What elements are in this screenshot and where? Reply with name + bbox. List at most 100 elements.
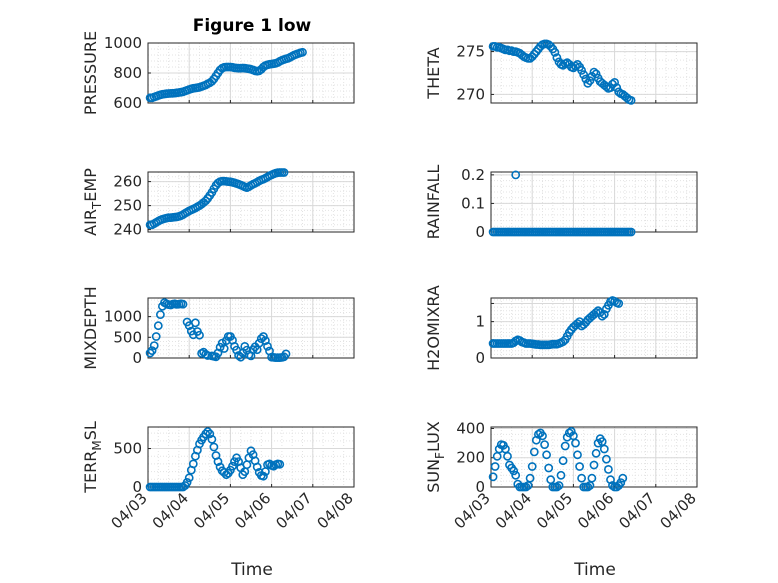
axes-frame xyxy=(147,426,355,488)
data-point xyxy=(509,466,519,476)
y-axis-label: RAINFALL xyxy=(424,165,443,240)
data-point xyxy=(490,462,500,471)
data-point xyxy=(527,462,537,471)
data-point xyxy=(184,473,194,483)
y-tick-label: 0 xyxy=(132,349,142,367)
data-point xyxy=(591,448,601,458)
data-point xyxy=(554,481,564,490)
data-point xyxy=(511,470,521,480)
data-point xyxy=(610,78,619,87)
data-point xyxy=(182,477,192,487)
data-point xyxy=(153,321,163,331)
data-point xyxy=(281,349,291,359)
data-point xyxy=(258,332,268,341)
data-point xyxy=(560,441,570,451)
data-point xyxy=(566,426,576,436)
data-point xyxy=(263,341,272,351)
data-point xyxy=(511,170,521,180)
data-point xyxy=(579,70,589,80)
data-point xyxy=(155,310,165,319)
y-tick-label: 1000 xyxy=(104,34,142,52)
subplot-theta: 270 275 THETA xyxy=(424,39,698,105)
data-point xyxy=(145,348,155,358)
axes-frame xyxy=(490,42,698,104)
data-point xyxy=(205,429,215,439)
y-tick-label: 1 xyxy=(475,313,485,331)
x-tick-label: 04/06 xyxy=(574,489,617,532)
data-point xyxy=(529,447,539,457)
y-tick-label: 0 xyxy=(475,223,485,241)
data-point xyxy=(190,318,200,328)
data-point xyxy=(597,311,607,321)
data-point xyxy=(589,67,599,77)
data-point xyxy=(151,332,161,341)
data-point xyxy=(228,461,237,471)
data-point xyxy=(614,299,624,308)
data-point xyxy=(503,451,512,461)
y-tick-label: 260 xyxy=(113,173,142,191)
data-point xyxy=(544,463,554,473)
x-tick-label: 04/05 xyxy=(533,489,576,532)
data-point xyxy=(201,196,211,206)
data-point xyxy=(147,346,157,355)
y-tick-label: 0 xyxy=(475,478,485,496)
data-point xyxy=(236,352,246,362)
data-point xyxy=(616,478,626,487)
data-point xyxy=(275,459,285,469)
data-point xyxy=(207,434,217,444)
data-point xyxy=(258,471,268,481)
x-tick-label: 04/05 xyxy=(190,489,233,532)
data-point xyxy=(488,472,498,482)
y-tick-label: 0 xyxy=(475,349,485,367)
data-point xyxy=(571,438,580,448)
data-point xyxy=(252,462,262,472)
data-point xyxy=(538,431,547,441)
subplot-h2omixra: 0 1 H2OMIXRA xyxy=(424,285,698,371)
subplot-rainfall: 0 0.1 0.2 RAINFALL xyxy=(424,165,698,241)
axes-frame xyxy=(147,171,355,233)
data-point xyxy=(593,438,603,448)
data-point xyxy=(577,66,586,75)
y-tick-label: 0.1 xyxy=(461,194,485,212)
figure-title: Figure 1 low xyxy=(193,16,312,36)
y-axis-label: MIXDEPTH xyxy=(81,286,100,369)
data-point xyxy=(571,61,580,71)
data-point xyxy=(556,470,566,480)
x-tick-label: 04/04 xyxy=(492,489,535,532)
x-axis-label-left: Time xyxy=(230,560,273,580)
data-point xyxy=(209,442,219,452)
y-tick-label: 0.2 xyxy=(461,166,485,184)
y-axis-label: TERRMSL xyxy=(81,421,104,494)
y-tick-label: 0 xyxy=(132,478,142,496)
y-axis-label: PRESSURE xyxy=(81,31,100,115)
data-point xyxy=(612,83,622,92)
data-point xyxy=(558,337,568,346)
data-point xyxy=(626,227,636,237)
data-point xyxy=(203,351,213,360)
x-tick-label: 04/03 xyxy=(108,489,151,532)
data-point xyxy=(604,464,613,474)
data-point xyxy=(207,76,217,86)
data-point xyxy=(575,462,584,471)
y-tick-label: 250 xyxy=(113,197,142,215)
y-tick-label: 200 xyxy=(456,449,485,467)
data-point xyxy=(178,299,188,309)
data-point xyxy=(256,334,266,343)
data-point xyxy=(525,473,535,483)
x-tick-label: 04/08 xyxy=(314,489,357,532)
y-tick-label: 500 xyxy=(113,440,142,458)
data-point xyxy=(587,473,597,483)
data-point xyxy=(602,454,611,464)
data-point xyxy=(577,473,586,483)
axes-frame xyxy=(490,297,698,359)
y-axis-label: SUNFLUX xyxy=(424,421,447,493)
data-point xyxy=(591,308,601,317)
x-tick-label: 04/08 xyxy=(657,489,700,532)
data-point xyxy=(219,344,229,353)
data-point xyxy=(279,168,289,177)
